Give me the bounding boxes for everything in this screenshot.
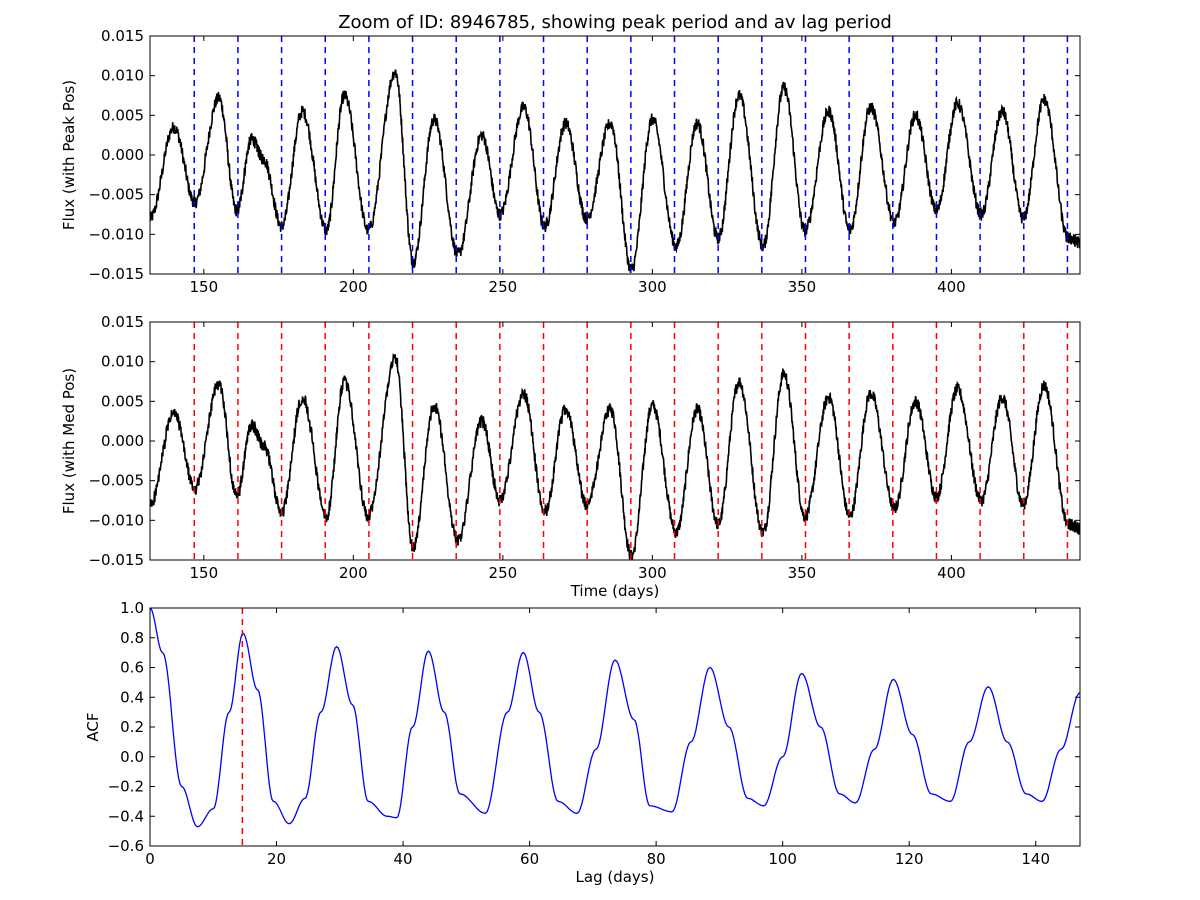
x-tick-label: 250 bbox=[489, 564, 518, 582]
y-tick-label: 0.005 bbox=[101, 106, 144, 124]
y-tick-label: 0.005 bbox=[101, 392, 144, 410]
y-tick-label: 1.0 bbox=[120, 599, 144, 617]
x-tick-label: 140 bbox=[1021, 850, 1050, 868]
peak-pos-flux-panel: 150 200 250 300 350 400 −0.015 −0.010 −0.005 0.00… bbox=[60, 27, 1081, 296]
x-tick-label: 100 bbox=[768, 850, 797, 868]
x-tick-label: 150 bbox=[190, 278, 219, 296]
y-tick-label: 0.000 bbox=[101, 432, 144, 450]
y-axis-label: Flux (with Med Pos) bbox=[60, 368, 78, 514]
x-tick-label: 300 bbox=[638, 278, 667, 296]
axes-frame bbox=[149, 35, 1081, 275]
med-pos-flux-panel: 150 200 250 300 350 400 −0.015 −0.010 −0.005 0.00… bbox=[60, 313, 1081, 600]
y-axis-label: Flux (with Peak Pos) bbox=[60, 80, 78, 230]
acf-panel: 0 20 40 60 80 100 120 140 −0.6 −0.4 −0.2 0.0 0.2 0.4 0… bbox=[84, 599, 1081, 886]
axes-frame bbox=[149, 321, 1081, 561]
y-tick-label: −0.4 bbox=[108, 807, 144, 825]
x-tick-label: 200 bbox=[339, 278, 368, 296]
y-tick-label: −0.010 bbox=[88, 225, 144, 243]
x-tick-label: 0 bbox=[145, 850, 155, 868]
series-line-0 bbox=[150, 608, 1080, 828]
x-tick-label: 250 bbox=[489, 278, 518, 296]
axes-frame bbox=[149, 607, 1081, 847]
y-tick-label: −0.6 bbox=[108, 837, 144, 855]
y-axis-label: ACF bbox=[84, 712, 102, 741]
x-tick-label: 350 bbox=[788, 564, 817, 582]
y-tick-label: 0.010 bbox=[101, 67, 144, 85]
x-tick-label: 80 bbox=[647, 850, 666, 868]
y-tick-label: −0.005 bbox=[88, 186, 144, 204]
series-line-0 bbox=[150, 352, 1080, 560]
x-tick-label: 60 bbox=[520, 850, 539, 868]
y-tick-label: 0.4 bbox=[120, 688, 144, 706]
y-tick-label: −0.2 bbox=[108, 778, 144, 796]
y-tick-label: −0.015 bbox=[88, 551, 144, 569]
x-tick-label: 20 bbox=[267, 850, 286, 868]
y-tick-label: 0.0 bbox=[120, 748, 144, 766]
x-tick-label: 150 bbox=[190, 564, 219, 582]
x-tick-label: 300 bbox=[638, 564, 667, 582]
x-axis-label: Lag (days) bbox=[576, 868, 655, 886]
y-tick-label: 0.6 bbox=[120, 659, 144, 677]
x-tick-label: 350 bbox=[788, 278, 817, 296]
x-tick-label: 400 bbox=[937, 278, 966, 296]
y-tick-label: 0.000 bbox=[101, 146, 144, 164]
y-tick-label: −0.005 bbox=[88, 472, 144, 490]
x-tick-label: 200 bbox=[339, 564, 368, 582]
x-axis-label: Time (days) bbox=[570, 582, 660, 600]
x-tick-label: 400 bbox=[937, 564, 966, 582]
y-tick-label: 0.8 bbox=[120, 629, 144, 647]
y-tick-label: 0.015 bbox=[101, 27, 144, 45]
y-tick-label: −0.015 bbox=[88, 265, 144, 283]
x-tick-label: 40 bbox=[394, 850, 413, 868]
y-tick-label: −0.010 bbox=[88, 511, 144, 529]
y-tick-label: 0.010 bbox=[101, 353, 144, 371]
series-line-0 bbox=[150, 69, 1080, 274]
y-tick-label: 0.2 bbox=[120, 718, 144, 736]
figure-title: Zoom of ID: 8946785, showing peak period… bbox=[338, 12, 892, 33]
x-tick-label: 120 bbox=[895, 850, 924, 868]
y-tick-label: 0.015 bbox=[101, 313, 144, 331]
